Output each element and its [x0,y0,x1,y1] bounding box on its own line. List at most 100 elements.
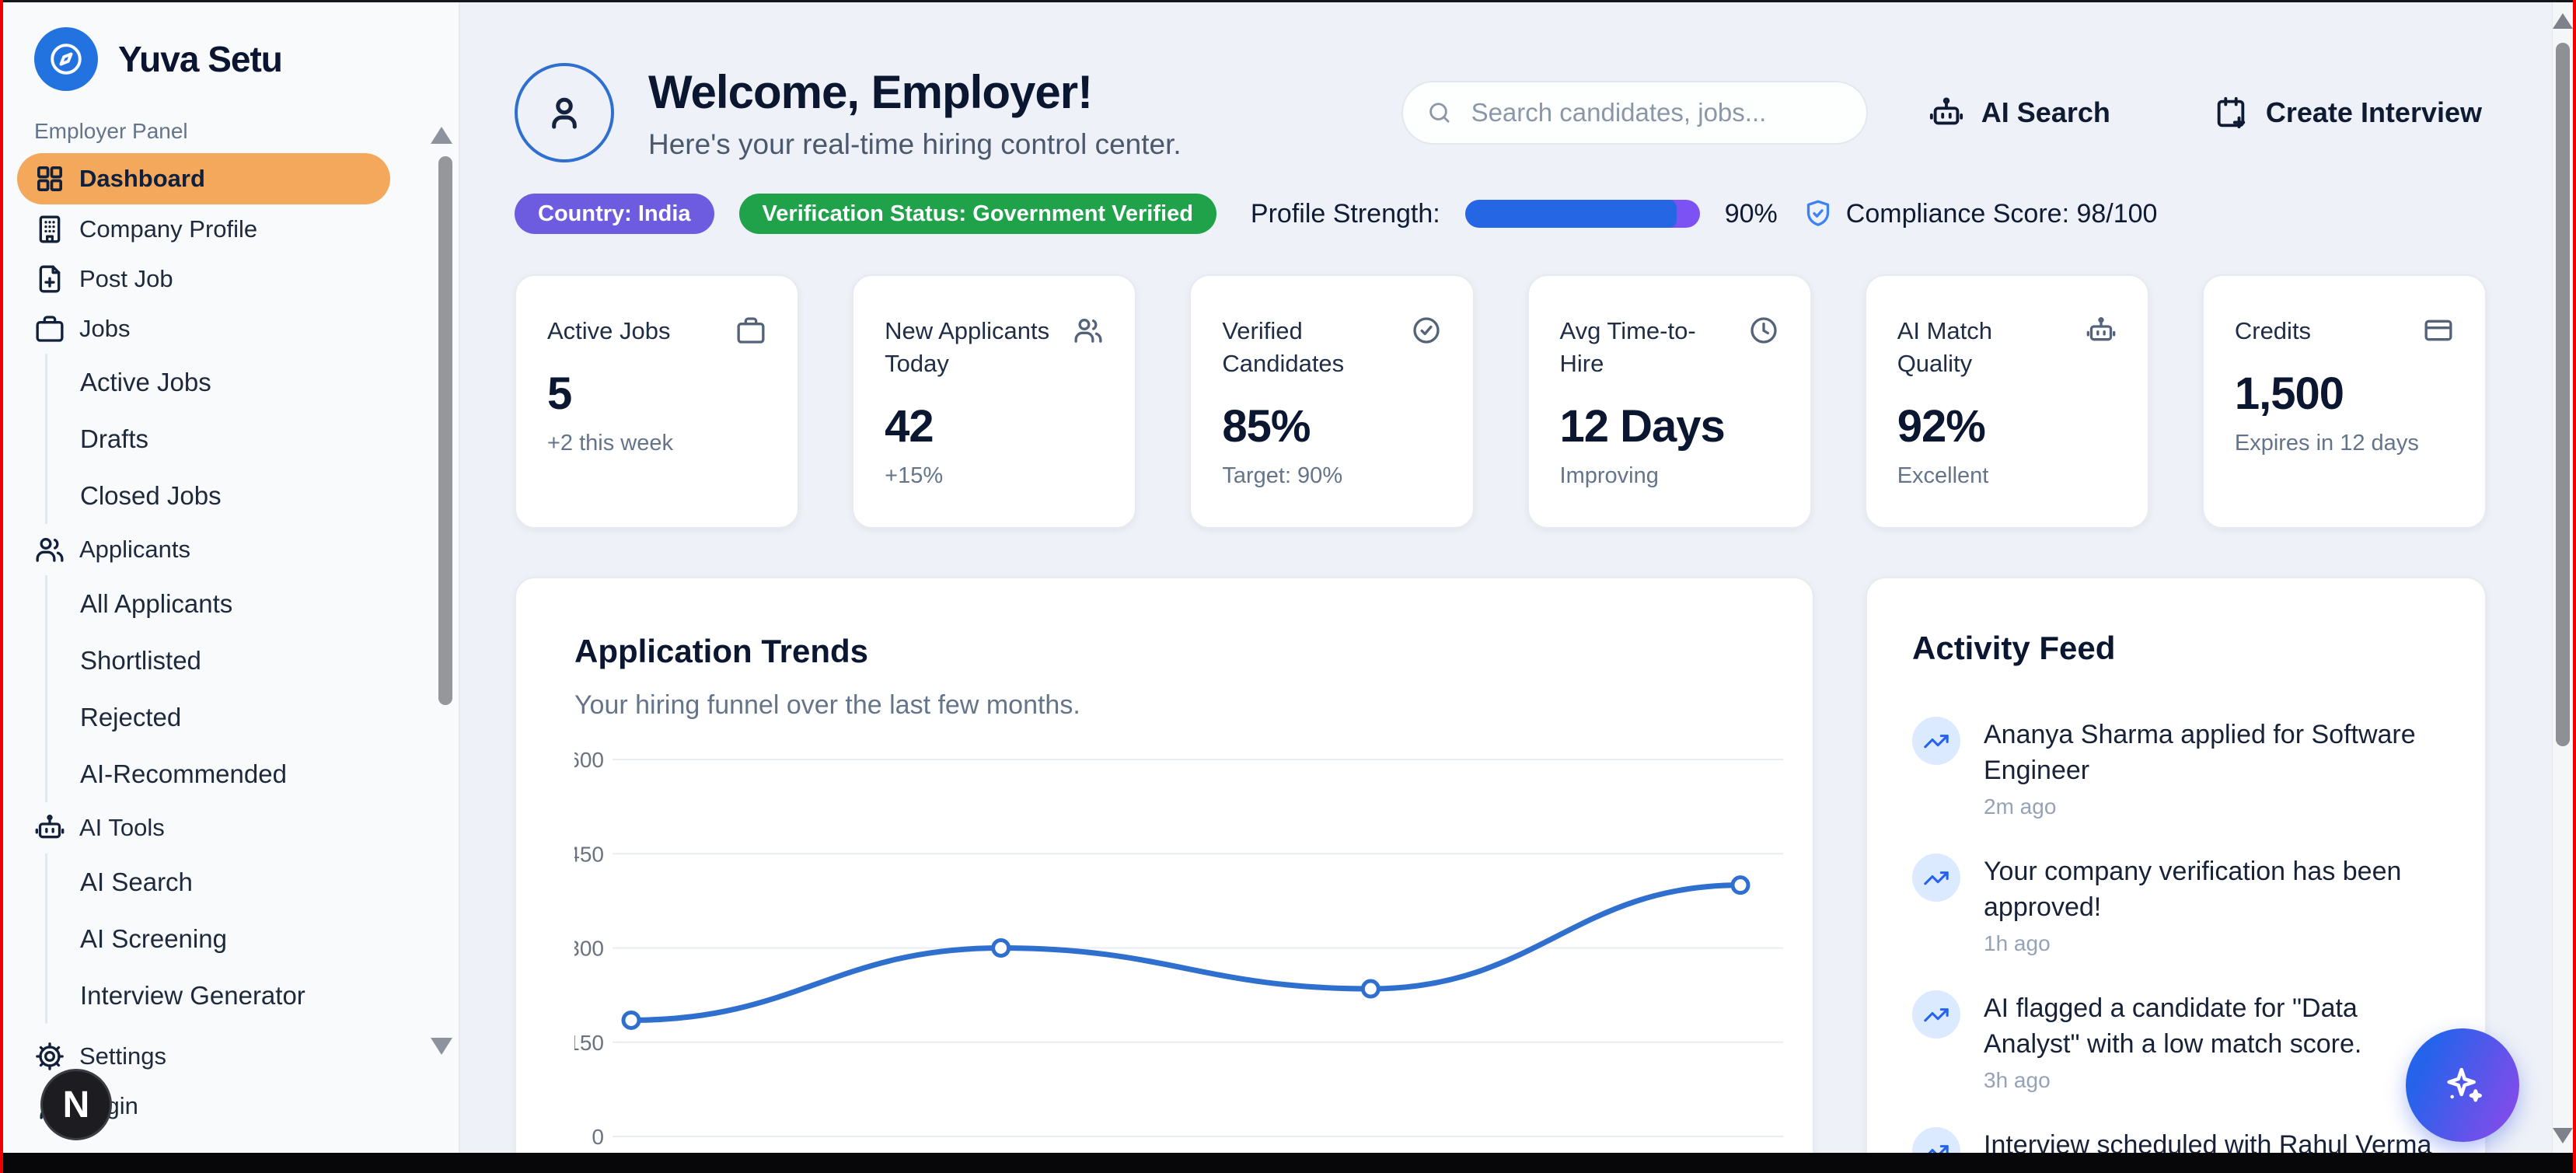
stat-card-credits: Credits 1,500 Expires in 12 days [2201,274,2487,529]
activity-feed-title: Activity Feed [1912,630,2116,666]
sidebar-item-all-applicants[interactable]: All Applicants [47,575,390,632]
stats-row: Active Jobs 5 +2 this week New Applicant… [515,274,2487,529]
page-title: Welcome, Employer! [648,65,1093,118]
stat-label: Credits [2234,317,2312,344]
sidebar-item-label: Post Job [79,265,173,292]
activity-feed-card: Activity Feed Ananya Sharma applied for … [1866,577,2487,1173]
brand-name: Yuva Setu [118,39,283,79]
ai-tools-submenu: AI Search AI Screening Interview Generat… [45,854,390,1024]
stat-card-avg-time-to-hire: Avg Time-to-Hire 12 Days Improving [1527,274,1812,529]
sidebar-item-post-job[interactable]: Post Job [17,254,390,304]
stat-card-verified-candidates: Verified Candidates 85% Target: 90% [1189,274,1475,529]
page-scrollbar-thumb[interactable] [2556,43,2570,746]
users-icon [36,538,64,562]
create-interview-button[interactable]: Create Interview [2208,94,2487,131]
stat-value: 5 [547,368,572,419]
compass-logo-icon [34,27,98,91]
sidebar-item-jobs[interactable]: Jobs [17,304,390,354]
bot-icon [35,814,65,839]
sidebar-item-interview-generator[interactable]: Interview Generator [47,967,390,1024]
sub-item-label: Active Jobs [80,367,211,396]
nextjs-dev-badge[interactable]: N [40,1069,112,1140]
sidebar-item-closed-jobs[interactable]: Closed Jobs [47,467,390,524]
window-right-edge [2573,0,2576,1173]
ai-search-button[interactable]: AI Search [1924,94,2115,131]
main-content: Welcome, Employer! Here's your real-time… [460,2,2553,1173]
stat-card-new-applicants: New Applicants Today 42 +15% [852,274,1137,529]
stat-sub: Target: 90% [1222,463,1343,488]
stat-value: 92% [1897,401,1986,452]
sidebar-item-settings[interactable]: Settings [17,1032,390,1081]
bot-icon [2086,316,2116,341]
stat-label: AI Match Quality [1897,317,1993,377]
application-trends-card: Application Trends Your hiring funnel ov… [515,577,1814,1173]
profile-strength-bar [1464,200,1700,228]
sidebar-item-rejected[interactable]: Rejected [47,689,390,745]
activity-text: Ananya Sharma applied for Software Engin… [1984,720,2416,785]
stat-card-active-jobs: Active Jobs 5 +2 this week [515,274,800,529]
sidebar-item-label: Applicants [79,536,191,563]
sub-item-label: AI Search [80,867,193,896]
activity-text: AI flagged a candidate for "Data Analyst… [1984,993,2362,1059]
sidebar-scrollbar-thumb[interactable] [438,156,452,705]
briefcase-icon [36,316,64,342]
sidebar-item-dashboard[interactable]: Dashboard [17,153,390,204]
stat-label: New Applicants Today [885,317,1050,377]
stat-value: 12 Days [1559,401,1726,452]
sub-item-label: All Applicants [80,588,233,618]
chart-title: Application Trends [574,633,869,669]
panel-label: Employer Panel [34,119,188,143]
trending-up-icon [1912,854,1960,902]
page-header: Welcome, Employer! Here's your real-time… [515,63,2487,162]
sub-item-label: Drafts [80,424,149,453]
ai-assistant-fab[interactable] [2406,1028,2519,1142]
sidebar-scroll-up-arrow[interactable] [431,127,452,144]
sidebar-item-drafts[interactable]: Drafts [47,410,390,467]
bot-icon [1929,97,1963,125]
activity-item: AI flagged a candidate for "Data Analyst… [1912,990,2446,1093]
trending-up-icon [1912,717,1960,765]
sub-item-label: Rejected [80,702,182,731]
sidebar-item-ai-search[interactable]: AI Search [47,854,390,910]
gear-icon [36,1042,64,1070]
sub-item-label: Shortlisted [80,645,201,675]
check-circle-icon [1412,317,1440,344]
sidebar-item-applicants[interactable]: Applicants [17,524,390,575]
stat-label: Avg Time-to-Hire [1559,317,1696,377]
users-icon [1074,319,1102,343]
sidebar-item-ai-recommended[interactable]: AI-Recommended [47,745,390,802]
sidebar-item-company-profile[interactable]: Company Profile [17,204,390,254]
sidebar-scroll-down-arrow[interactable] [431,1038,452,1055]
sidebar-item-ai-screening[interactable]: AI Screening [47,910,390,967]
sidebar-item-label: Dashboard [79,165,205,192]
search-input[interactable] [1469,97,1843,128]
window-top-edge [3,0,2573,2]
line-chart: 0 150 300 450 600 [567,744,1783,1173]
sidebar: Yuva Setu Employer Panel Dashboard Compa… [3,2,460,1153]
scroll-up-arrow[interactable] [2553,13,2573,29]
sidebar-item-shortlisted[interactable]: Shortlisted [47,632,390,689]
clock-icon [1750,317,1777,344]
page-subtitle: Here's your real-time hiring control cen… [648,127,1182,160]
stat-value: 85% [1222,401,1311,452]
sidebar-item-active-jobs[interactable]: Active Jobs [47,354,390,410]
applicants-submenu: All Applicants Shortlisted Rejected AI-R… [45,575,390,802]
create-interview-label: Create Interview [2265,96,2482,128]
building-icon [39,215,61,243]
brand-header: Yuva Setu [3,2,459,91]
activity-feed-list: Ananya Sharma applied for Software Engin… [1912,717,2446,1173]
sub-item-label: AI-Recommended [80,759,287,788]
sidebar-item-ai-tools[interactable]: AI Tools [17,802,390,854]
shield-check-icon [1806,200,1829,226]
employer-avatar [515,63,614,162]
stat-sub: Excellent [1897,463,1989,488]
window-left-edge [0,0,3,1173]
sparkles-icon [2447,1067,2482,1102]
sidebar-item-label: Company Profile [79,215,258,243]
page-scrollbar[interactable] [2552,2,2573,1153]
svg-text:450: 450 [574,842,604,866]
svg-text:150: 150 [574,1031,604,1055]
scroll-down-arrow[interactable] [2553,1128,2573,1143]
activity-time: 3h ago [1984,1068,2051,1092]
bottom-black-bar [3,1153,2573,1173]
